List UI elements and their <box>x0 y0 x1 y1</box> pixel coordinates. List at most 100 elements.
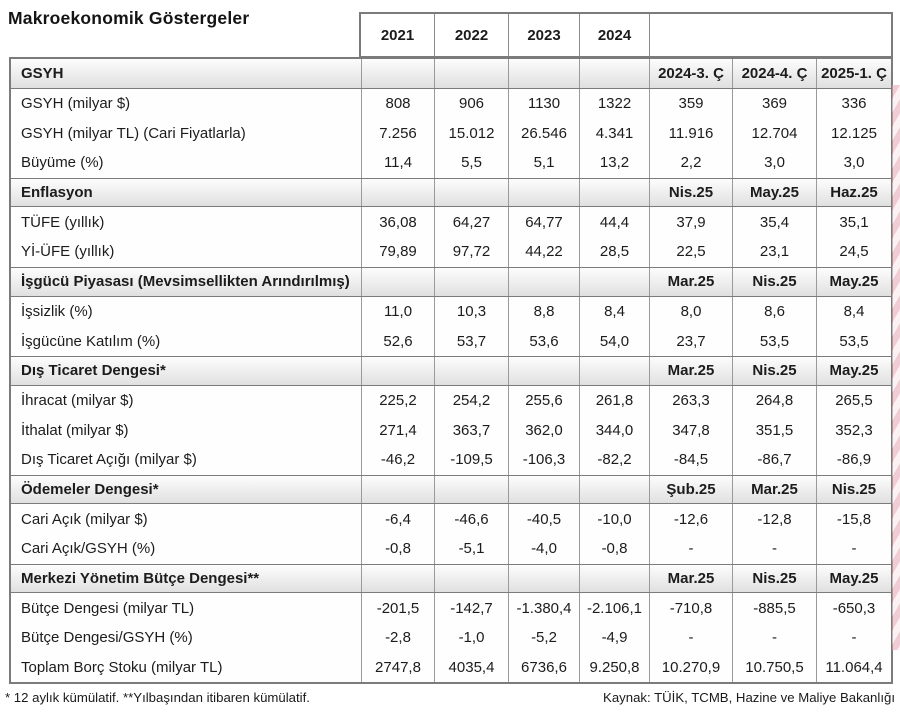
period-header-cell: Haz.25 <box>816 178 891 207</box>
value-cell: -4,0 <box>508 534 579 564</box>
value-cell: 53,5 <box>816 326 891 356</box>
value-cell: 3,0 <box>732 148 816 178</box>
section-empty-cell <box>508 564 579 593</box>
value-cell: 44,22 <box>508 237 579 267</box>
value-cell: 53,6 <box>508 326 579 356</box>
period-header-cell: Mar.25 <box>732 475 816 504</box>
value-cell: 7.256 <box>361 118 434 149</box>
value-cell: 6736,6 <box>508 652 579 683</box>
data-row: İthalat (milyar $) 271,4 363,7 362,0 344,0 34… <box>11 415 891 445</box>
period-header-cell: Mar.25 <box>649 267 732 296</box>
section-empty-cell <box>434 59 508 88</box>
section-empty-cell <box>434 178 508 207</box>
row-label: Dış Ticaret Açığı (milyar $) <box>21 451 197 469</box>
value-cell: 2747,8 <box>361 652 434 683</box>
row-label: İşsizlik (%) <box>21 302 93 320</box>
section-header-row: Dış Ticaret Dengesi* Mar.25 Nis.25 May.25 <box>11 355 891 386</box>
section-empty-cell <box>434 356 508 385</box>
section-empty-cell <box>361 59 434 88</box>
value-cell: 351,5 <box>732 415 816 445</box>
period-header-cell: May.25 <box>816 267 891 296</box>
value-cell: 2,2 <box>649 148 732 178</box>
value-cell: -710,8 <box>649 593 732 624</box>
period-header-cell: 2024-3. Ç <box>649 59 732 88</box>
value-cell: -5,1 <box>434 534 508 564</box>
value-cell: 5,1 <box>508 148 579 178</box>
value-cell: - <box>649 623 732 653</box>
value-cell: 28,5 <box>579 237 649 267</box>
value-cell: 362,0 <box>508 415 579 445</box>
section-label: İşgücü Piyasası (Mevsimsellikten Arındır… <box>21 273 350 291</box>
row-label: GSYH (milyar $) <box>21 95 131 113</box>
section-empty-cell <box>361 475 434 504</box>
value-cell: 52,6 <box>361 326 434 356</box>
data-row: İşgücüne Katılım (%) 52,6 53,7 53,6 54,0 23,7… <box>11 326 891 356</box>
data-row: GSYH (milyar $) 808 906 1130 1322 359 369 336 <box>11 88 891 119</box>
value-cell: -0,8 <box>361 534 434 564</box>
section-empty-cell <box>361 178 434 207</box>
section-header-row: GSYH 2024-3. Ç 2024-4. Ç 2025-1. Ç <box>11 59 891 89</box>
value-cell: -12,8 <box>732 504 816 534</box>
value-cell: -40,5 <box>508 504 579 534</box>
row-label: Bütçe Dengesi (milyar TL) <box>21 599 195 617</box>
value-cell: -0,8 <box>579 534 649 564</box>
row-label: GSYH (milyar TL) (Cari Fiyatlarla) <box>21 124 246 142</box>
value-cell: 12.125 <box>816 118 891 149</box>
value-cell: 15.012 <box>434 118 508 149</box>
section-empty-cell <box>434 564 508 593</box>
value-cell: 347,8 <box>649 415 732 445</box>
value-cell: 1130 <box>508 88 579 119</box>
data-row: Bütçe Dengesi (milyar TL) -201,5 -142,7 -1.… <box>11 593 891 624</box>
value-cell: -10,0 <box>579 504 649 534</box>
value-cell: 44,4 <box>579 207 649 238</box>
value-cell: 265,5 <box>816 385 891 416</box>
value-cell: 26.546 <box>508 118 579 149</box>
data-row: Dış Ticaret Açığı (milyar $) -46,2 -109,5-… <box>11 444 891 475</box>
section-empty-cell <box>579 178 649 207</box>
value-cell: 808 <box>361 88 434 119</box>
data-row: Büyüme (%) 11,4 5,5 5,1 13,2 2,2 3,0 3,0 <box>11 148 891 178</box>
value-cell: 1322 <box>579 88 649 119</box>
section-empty-cell <box>579 267 649 296</box>
value-cell: 11,0 <box>361 296 434 327</box>
value-cell: 5,5 <box>434 148 508 178</box>
period-header-cell: 2024-4. Ç <box>732 59 816 88</box>
value-cell: 36,08 <box>361 207 434 238</box>
period-header-cell: Nis.25 <box>732 564 816 593</box>
value-cell: 254,2 <box>434 385 508 416</box>
year-header-cell: 2024 <box>579 14 649 56</box>
value-cell: -15,8 <box>816 504 891 534</box>
section-label: Ödemeler Dengesi* <box>21 480 159 498</box>
year-header-row: 2021 2022 2023 2024 <box>359 12 893 58</box>
row-label: İthalat (milyar $) <box>21 421 129 439</box>
period-header-cell: 2025-1. Ç <box>816 59 891 88</box>
value-cell: -4,9 <box>579 623 649 653</box>
section-header-row: Merkezi Yönetim Bütçe Dengesi** Mar.25 Nis… <box>11 563 891 594</box>
value-cell: 8,4 <box>816 296 891 327</box>
section-label: Merkezi Yönetim Bütçe Dengesi** <box>21 570 260 588</box>
quarter-merged-cell <box>649 14 891 56</box>
section-empty-cell <box>579 356 649 385</box>
period-header-cell: May.25 <box>732 178 816 207</box>
value-cell: - <box>816 534 891 564</box>
value-cell: 23,7 <box>649 326 732 356</box>
period-header-cell: Nis.25 <box>649 178 732 207</box>
section-header-row: Enflasyon Nis.25 May.25 Haz.25 <box>11 177 891 208</box>
year-header-cell: 2022 <box>434 14 508 56</box>
section-empty-cell <box>434 475 508 504</box>
section-empty-cell <box>508 475 579 504</box>
footnote-left: * 12 aylık kümülatif. **Yılbaşından itib… <box>5 690 310 705</box>
value-cell: 11.916 <box>649 118 732 149</box>
value-cell: 3,0 <box>816 148 891 178</box>
value-cell: 13,2 <box>579 148 649 178</box>
value-cell: 344,0 <box>579 415 649 445</box>
row-label: Bütçe Dengesi/GSYH (%) <box>21 629 193 647</box>
value-cell: 64,77 <box>508 207 579 238</box>
period-header-cell: Mar.25 <box>649 564 732 593</box>
value-cell: -86,9 <box>816 444 891 475</box>
section-empty-cell <box>361 356 434 385</box>
value-cell: - <box>816 623 891 653</box>
row-label: Toplam Borç Stoku (milyar TL) <box>21 659 223 677</box>
value-cell: 8,8 <box>508 296 579 327</box>
section-empty-cell <box>508 267 579 296</box>
